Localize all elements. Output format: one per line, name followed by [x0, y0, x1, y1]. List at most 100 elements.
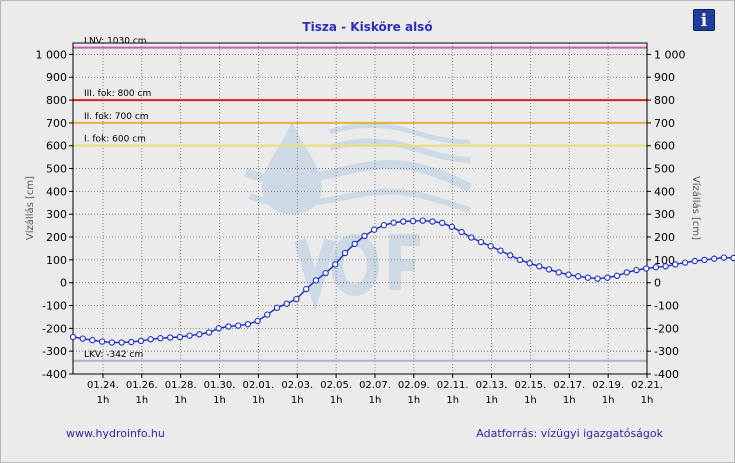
data-source-text: Adatforrás: vízügyi igazgatóságok	[476, 427, 663, 440]
data-point	[477, 238, 485, 246]
x-tick-label-date: 02.09.	[398, 380, 430, 391]
data-point	[293, 295, 300, 303]
y-tick-label-right: -400	[654, 368, 679, 381]
y-axis-label-right: Vízállás [cm]	[690, 176, 702, 240]
reference-line-label: III. fok: 800 cm	[84, 89, 151, 99]
data-point	[730, 254, 735, 262]
x-tick-label-hour: 1h	[174, 395, 187, 406]
x-tick-label-date: 01.30.	[204, 380, 236, 391]
x-tick-label-hour: 1h	[97, 395, 110, 406]
data-point	[215, 325, 222, 332]
watermark-logo	[244, 122, 473, 311]
data-point	[487, 243, 494, 250]
data-point	[380, 222, 388, 229]
data-point	[691, 257, 698, 265]
data-point	[633, 266, 640, 274]
y-tick-label-right: 900	[654, 71, 675, 84]
data-point	[244, 321, 252, 328]
x-tick-label-date: 02.05.	[320, 380, 352, 391]
y-axis-left: -400 -300 -200 -100 0 100 200 300 400 500 600 700 80…	[36, 48, 73, 381]
y-tick-label-right: 300	[654, 208, 675, 221]
y-tick-label-right: -200	[654, 322, 679, 335]
data-point	[643, 265, 650, 272]
y-tick-label-left: 900	[46, 71, 67, 84]
data-point	[662, 263, 669, 270]
data-point	[147, 336, 154, 343]
data-point	[701, 256, 708, 264]
chart-title: Tisza - Kisköre alsó	[302, 20, 433, 34]
y-tick-label-left: 300	[46, 208, 67, 221]
hydroinfo-link[interactable]: www.hydroinfo.hu	[66, 427, 165, 440]
data-point	[497, 247, 504, 254]
x-tick-label-date: 02.07.	[359, 380, 391, 391]
data-point	[332, 261, 339, 268]
y-tick-label-left: 400	[46, 185, 67, 198]
data-point	[409, 217, 417, 225]
info-icon[interactable]: i	[693, 9, 715, 31]
y-tick-label-right: 800	[654, 94, 675, 107]
data-point	[128, 338, 135, 346]
data-point	[652, 264, 660, 271]
data-point	[448, 223, 456, 230]
data-point	[594, 275, 601, 282]
x-tick-label-date: 02.19.	[592, 380, 624, 391]
data-point	[536, 263, 543, 270]
y-tick-label-right: 700	[654, 117, 675, 130]
y-tick-label-left: 200	[46, 231, 67, 244]
y-axis-label-left: Vízállás [cm]	[24, 176, 36, 240]
series-water-level	[69, 217, 735, 346]
data-point	[322, 269, 329, 277]
x-tick-label-date: 01.24.	[87, 380, 119, 391]
data-point	[283, 300, 290, 307]
data-point	[69, 333, 77, 341]
data-point	[108, 339, 116, 346]
data-point	[341, 249, 349, 257]
data-point	[507, 252, 514, 259]
y-tick-label-left: 0	[60, 277, 67, 290]
x-tick-label-hour: 1h	[446, 395, 459, 406]
data-point	[623, 269, 630, 276]
data-point	[371, 226, 378, 233]
data-point	[419, 217, 426, 224]
x-tick-label-hour: 1h	[641, 395, 654, 406]
y-tick-label-left: -200	[42, 322, 67, 335]
data-point	[254, 317, 261, 325]
data-point	[205, 329, 213, 336]
y-tick-label-right: 400	[654, 185, 675, 198]
data-point	[390, 219, 397, 226]
y-tick-label-left: -400	[42, 368, 67, 381]
data-point	[565, 271, 572, 278]
data-point	[118, 339, 125, 346]
data-point	[196, 331, 203, 338]
data-point	[555, 269, 562, 276]
data-point	[235, 322, 242, 329]
data-point	[312, 277, 320, 284]
data-point	[681, 259, 689, 266]
data-point	[613, 272, 621, 279]
data-point	[186, 332, 193, 339]
x-tick-label-date: 01.26.	[126, 380, 158, 391]
data-point	[604, 274, 611, 281]
y-tick-label-right: 100	[654, 254, 675, 267]
data-point	[79, 335, 86, 342]
data-point	[167, 334, 174, 341]
x-tick-label-date: 02.17.	[553, 380, 585, 391]
y-tick-label-right: 500	[654, 163, 675, 176]
y-tick-label-left: 100	[46, 254, 67, 267]
reference-line-label: I. fok: 600 cm	[84, 135, 146, 145]
y-tick-label-left: 700	[46, 117, 67, 130]
reference-line-label: II. fok: 700 cm	[84, 112, 149, 122]
data-point	[672, 261, 679, 268]
reference-lines: LNV: 1030 cm III. fok: 800 cm II. fok: 700…	[73, 37, 647, 362]
data-point	[516, 256, 524, 264]
y-tick-label-left: -100	[42, 300, 67, 313]
plot-area	[72, 42, 648, 375]
data-point	[89, 337, 96, 344]
x-tick-label-hour: 1h	[524, 395, 537, 406]
x-tick-label-hour: 1h	[563, 395, 576, 406]
reference-line-label: LKV: -342 cm	[84, 350, 143, 360]
data-point	[137, 337, 145, 345]
x-tick-label-date: 02.21.	[631, 380, 663, 391]
x-tick-label-hour: 1h	[330, 395, 343, 406]
y-tick-label-right: 0	[654, 277, 661, 290]
